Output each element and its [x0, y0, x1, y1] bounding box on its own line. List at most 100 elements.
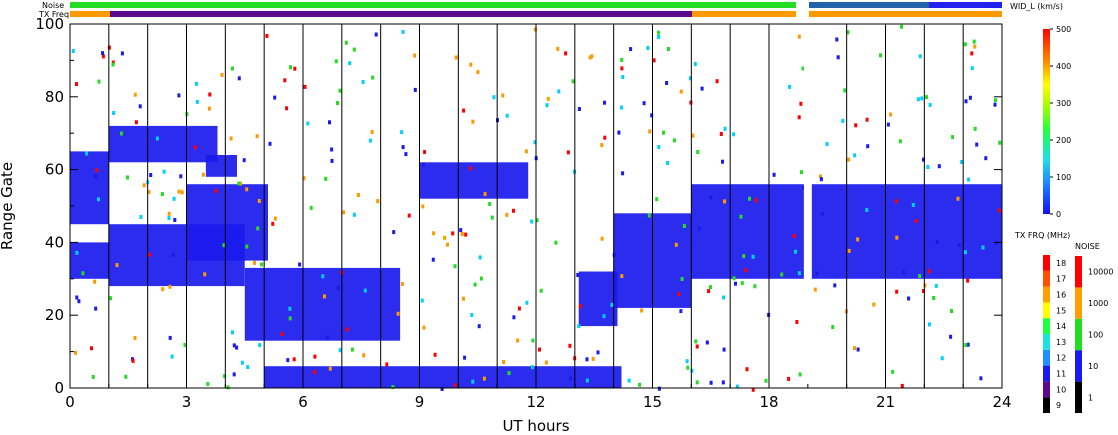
speckle-point: [193, 145, 197, 150]
speckle-point: [451, 231, 455, 236]
speckle-point: [612, 252, 616, 257]
speckle-point: [392, 230, 396, 235]
speckle-point: [505, 113, 509, 118]
speckle-point: [422, 162, 425, 167]
speckle-point: [662, 130, 665, 135]
speckle-point: [482, 376, 486, 381]
speckle-point: [172, 196, 176, 201]
speckle-point: [787, 376, 791, 381]
width-colorbar-tick-label: 500: [1056, 25, 1071, 34]
speckle-point: [970, 51, 974, 56]
speckle-point: [376, 199, 380, 204]
speckle-point: [253, 260, 256, 265]
speckle-point: [843, 88, 847, 93]
speckle-point: [273, 95, 277, 100]
speckle-point: [124, 374, 128, 379]
width-colorbar: WID_L (km/s) 0 100 200 300 400 500: [1010, 2, 1071, 219]
speckle-point: [764, 378, 768, 383]
speckle-point: [748, 196, 751, 201]
speckle-point: [420, 298, 424, 303]
width-colorbar-tick-label: 200: [1056, 136, 1071, 145]
speckle-point: [739, 214, 743, 219]
noise-colorbar-tick-label: 1000: [1088, 299, 1108, 308]
speckle-point: [970, 66, 974, 71]
speckle-point: [138, 104, 142, 109]
speckle-point: [334, 59, 338, 64]
speckle-point: [422, 325, 426, 330]
speckle-point: [966, 342, 970, 347]
speckle-point: [328, 366, 332, 371]
speckle-point: [693, 62, 697, 67]
speckle-point: [246, 365, 250, 370]
speckle-point: [833, 283, 837, 288]
speckle-point: [167, 211, 171, 216]
speckle-point: [891, 369, 895, 374]
speckle-point: [232, 343, 236, 348]
speckle-point: [596, 350, 600, 355]
speckle-point: [93, 279, 97, 284]
speckle-point: [588, 55, 592, 60]
y-tick-label: 100: [35, 15, 64, 33]
speckle-point: [666, 161, 669, 165]
speckle-point: [856, 347, 860, 352]
speckle-point: [722, 295, 726, 300]
speckle-point: [707, 289, 711, 294]
speckle-point: [245, 244, 249, 249]
speckle-point: [627, 378, 631, 383]
speckle-point: [964, 99, 968, 104]
freq-colorbar-cell: [1043, 397, 1050, 413]
speckle-point: [260, 262, 264, 267]
speckle-point: [288, 316, 292, 321]
speckle-point: [638, 382, 642, 387]
speckle-point: [975, 142, 979, 147]
speckle-point: [85, 151, 89, 156]
speckle-point: [841, 118, 845, 123]
speckle-point: [744, 268, 748, 273]
freq-bar-purple: [110, 11, 692, 17]
freq-bar-orange-b: [692, 11, 796, 17]
speckle-point: [819, 177, 823, 182]
noise-bar-fill-b: [809, 2, 1002, 8]
speckle-point: [352, 212, 356, 217]
speckle-point: [695, 380, 699, 385]
speckle-point: [142, 183, 146, 188]
x-axis-title: UT hours: [502, 417, 569, 435]
speckle-point: [569, 376, 572, 381]
noise-colorbar: NOISE 1 10 100 1000 10000: [1075, 242, 1113, 413]
speckle-point: [721, 380, 725, 385]
speckle-point: [646, 46, 650, 50]
y-tick-label: 0: [54, 379, 64, 397]
speckle-point: [585, 357, 589, 362]
speckle-point: [368, 138, 372, 143]
speckle-point: [168, 284, 172, 289]
noise-colorbar-cell: [1075, 287, 1082, 319]
speckle-point: [109, 296, 113, 301]
freq-colorbar-cell: [1043, 318, 1050, 334]
speckle-point: [679, 89, 683, 94]
speckle-point: [889, 112, 893, 117]
speckle-point: [328, 120, 331, 125]
speckle-point: [745, 367, 749, 372]
speckle-point: [754, 198, 758, 203]
speckle-point: [657, 35, 661, 39]
speckle-point: [751, 254, 755, 259]
x-tick-label: 12: [526, 393, 545, 411]
noise-colorbar-title: NOISE: [1075, 242, 1100, 251]
speckle-point: [531, 338, 535, 343]
speckle-point: [280, 331, 284, 336]
speckle-point: [240, 360, 244, 365]
speckle-point: [963, 42, 967, 47]
speckle-point: [950, 309, 953, 313]
speckle-point: [831, 325, 835, 330]
speckle-point: [958, 243, 962, 248]
speckle-point: [667, 47, 670, 51]
speckle-point: [854, 123, 858, 128]
speckle-point: [286, 358, 290, 363]
speckle-point: [345, 327, 349, 332]
speckle-point: [998, 140, 1002, 145]
speckle-point: [674, 242, 678, 247]
speckle-point: [679, 309, 683, 314]
freq-bar-orange-c: [809, 11, 1002, 17]
speckle-point: [984, 156, 988, 161]
speckle-point: [321, 274, 325, 279]
